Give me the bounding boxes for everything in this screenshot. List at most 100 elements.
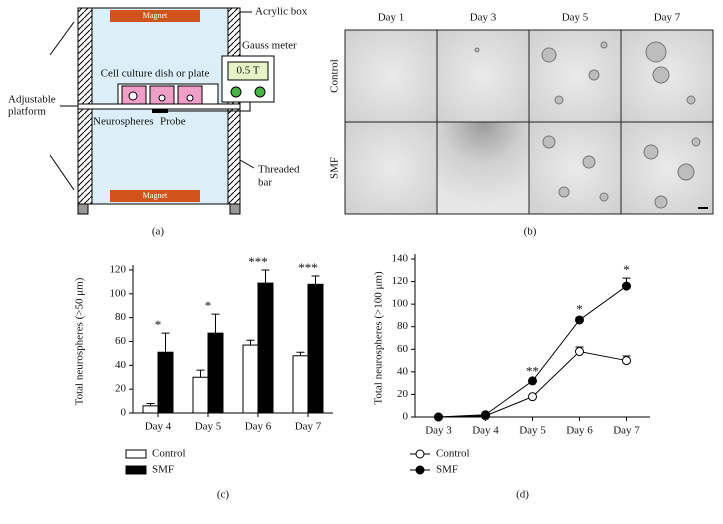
y-tick-label: 0	[403, 411, 409, 423]
marker	[575, 315, 584, 325]
foot	[229, 203, 241, 215]
neurosphere	[582, 155, 596, 169]
y-tick-label: 80	[397, 320, 409, 332]
y-axis-label: Total neurospheres (>50 μm)	[74, 277, 86, 405]
label: bar	[258, 177, 272, 189]
error-bar	[196, 369, 205, 378]
caption: (d)	[516, 489, 529, 501]
marker	[481, 410, 490, 420]
neurosphere	[643, 144, 659, 160]
panel-a: Magnet Magnet 0.5 T Cell culture dish or…	[8, 6, 308, 238]
x-tick-label: Day 5	[519, 425, 546, 437]
column-label: Day 7	[654, 12, 681, 24]
micrograph	[344, 29, 438, 123]
label: Threaded	[258, 164, 300, 176]
neurosphere	[645, 41, 667, 63]
column-label: Day 1	[378, 12, 405, 24]
bar	[242, 344, 259, 414]
caption: (a)	[152, 226, 165, 238]
y-tick-label: 100	[110, 287, 127, 299]
label: Magnet	[143, 11, 168, 20]
sphere	[158, 94, 166, 102]
x-tick-label: Day 6	[245, 421, 272, 433]
bar	[207, 332, 224, 414]
label: Adjustable	[8, 94, 56, 106]
error-bar	[211, 313, 220, 334]
legend-marker	[415, 465, 425, 475]
bar	[192, 376, 209, 414]
legend-label: SMF	[152, 464, 174, 476]
row-label: SMF	[329, 157, 341, 179]
bar	[142, 405, 159, 414]
scale-bar	[698, 207, 708, 209]
neurosphere	[691, 137, 701, 147]
legend-swatch	[125, 449, 147, 459]
neurosphere	[600, 41, 608, 49]
y-tick-label: 40	[397, 365, 409, 377]
foot	[77, 203, 89, 215]
panel-b: (b)	[524, 226, 537, 238]
sphere	[128, 91, 138, 101]
x-tick-label: Day 6	[566, 425, 593, 437]
y-tick-label: 20	[115, 383, 127, 395]
error-bar	[311, 275, 320, 285]
marker	[528, 392, 537, 402]
neurosphere	[654, 195, 668, 209]
reading: 0.5 T	[236, 65, 259, 77]
probe-cable	[168, 102, 251, 112]
error-bar	[161, 332, 170, 353]
neurosphere	[677, 163, 695, 181]
label: Probe	[160, 116, 186, 128]
arrow	[239, 159, 255, 169]
marker	[434, 412, 443, 422]
arrow	[49, 21, 78, 191]
marker	[575, 347, 584, 357]
y-tick-label: 120	[110, 264, 127, 276]
label: Cell culture dish or plate	[101, 68, 210, 80]
micrograph	[344, 121, 438, 215]
y-tick-label: 0	[121, 407, 127, 419]
error-bar	[261, 269, 270, 284]
marker	[622, 281, 631, 291]
y-tick-label: 140	[392, 253, 409, 265]
micrograph	[528, 121, 622, 215]
label: Magnet	[143, 191, 168, 200]
label: platform	[8, 106, 46, 118]
button	[254, 86, 266, 98]
y-tick-label: 80	[115, 311, 127, 323]
label: Gauss meter	[242, 40, 297, 52]
x-tick-label: Day 3	[425, 425, 452, 437]
column-label: Day 5	[562, 12, 589, 24]
probe	[152, 109, 168, 113]
neurosphere	[652, 66, 670, 84]
button	[230, 86, 242, 98]
y-tick-label: 100	[392, 298, 409, 310]
row-label: Control	[329, 59, 341, 93]
column-label: Day 3	[470, 12, 497, 24]
neurosphere	[686, 95, 696, 105]
significance: *	[623, 262, 630, 277]
bar	[292, 355, 309, 414]
significance: ***	[248, 254, 268, 269]
y-tick-label: 20	[397, 388, 409, 400]
x-tick-label: Day 5	[195, 421, 222, 433]
micrograph	[436, 29, 530, 123]
x-tick-label: Day 4	[145, 421, 172, 433]
label: Acrylic box	[255, 6, 308, 18]
neurosphere	[554, 95, 564, 105]
neurosphere	[558, 186, 570, 198]
sphere	[186, 94, 194, 102]
caption: (c)	[217, 489, 230, 501]
significance: *	[576, 302, 583, 317]
y-tick-label: 60	[397, 343, 409, 355]
neurosphere	[588, 69, 600, 81]
neurosphere	[599, 192, 609, 202]
display	[227, 61, 269, 81]
bar	[157, 351, 174, 414]
legend-swatch	[125, 465, 147, 475]
legend-label: Control	[152, 448, 186, 460]
significance: ***	[298, 260, 318, 275]
platform	[77, 103, 241, 110]
y-tick-label: 120	[392, 275, 409, 287]
